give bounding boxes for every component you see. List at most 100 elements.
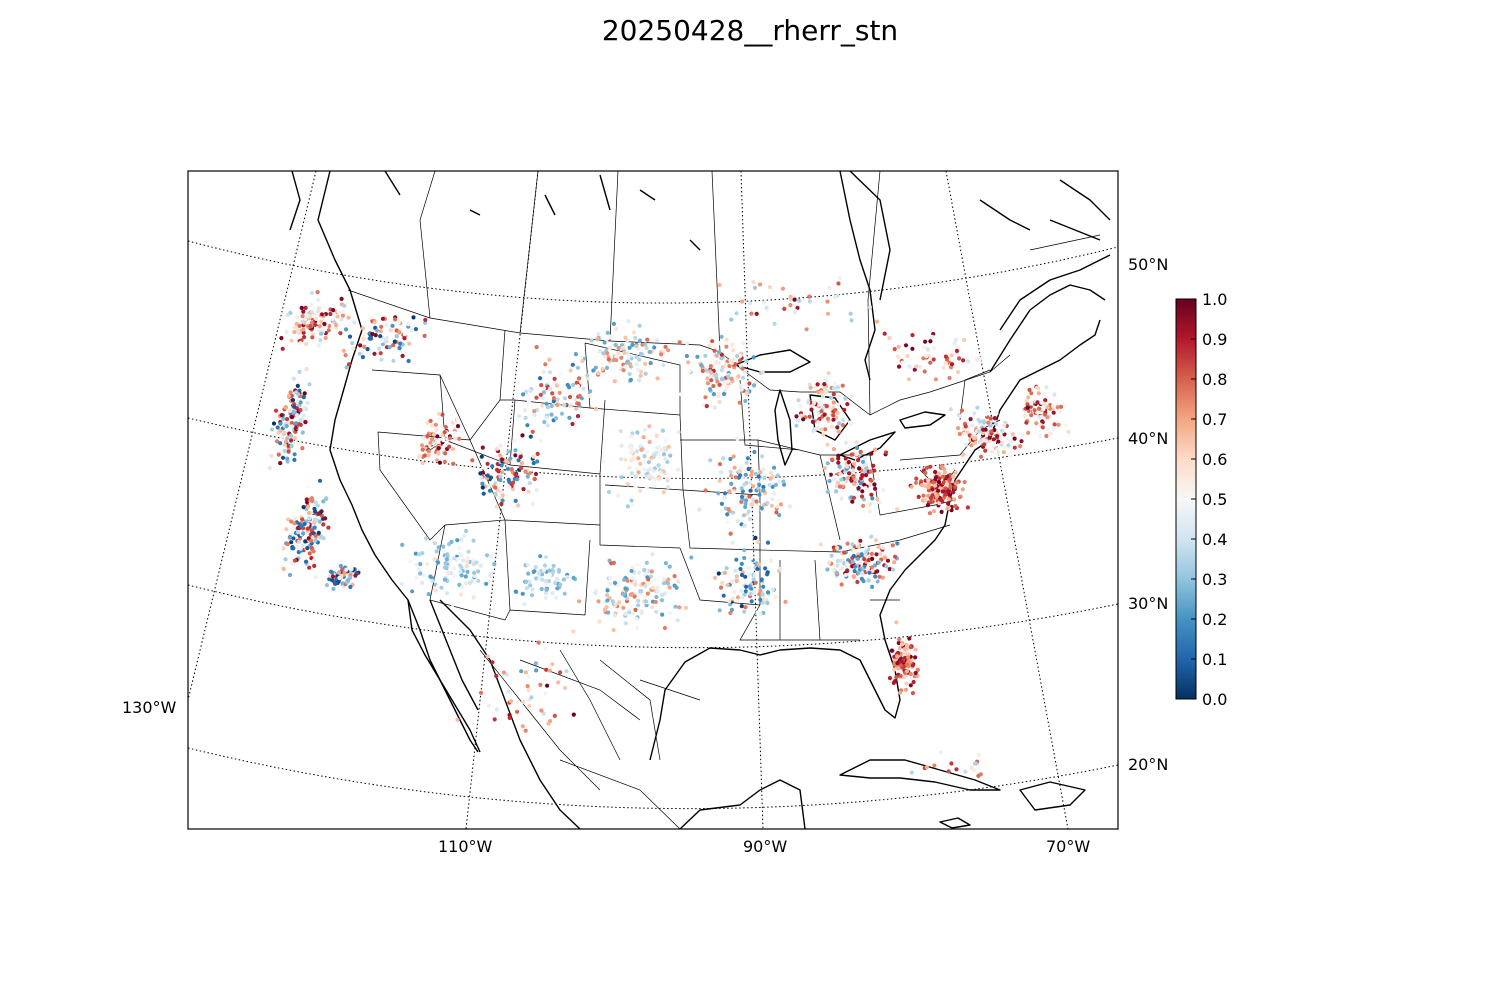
station-point [573, 352, 579, 357]
station-point [831, 417, 836, 422]
station-point [850, 542, 855, 547]
station-point [775, 504, 780, 509]
station-point [305, 313, 310, 318]
station-point [316, 511, 321, 516]
station-point [397, 330, 402, 335]
station-point [834, 483, 839, 489]
station-point [825, 461, 830, 466]
station-point [627, 610, 632, 615]
station-point [554, 595, 559, 600]
station-point [637, 357, 642, 362]
station-point [515, 477, 520, 482]
station-point [738, 383, 743, 388]
station-point [528, 434, 533, 439]
station-point [973, 441, 978, 446]
station-point [822, 382, 827, 387]
station-point [903, 343, 909, 348]
station-point [341, 348, 346, 353]
station-point [795, 418, 801, 423]
station-point [563, 685, 568, 691]
station-point [855, 445, 860, 450]
station-point [523, 415, 528, 421]
station-point [910, 333, 915, 338]
station-point [539, 586, 544, 592]
station-point [902, 646, 908, 652]
station-point [379, 324, 384, 329]
station-point [898, 673, 903, 679]
station-point [850, 499, 855, 504]
station-point [895, 506, 900, 512]
station-point [1008, 452, 1013, 457]
station-point [499, 501, 504, 507]
station-point [835, 563, 840, 568]
station-point [1002, 423, 1007, 428]
station-point [292, 404, 297, 409]
station-point [281, 432, 287, 437]
station-point [543, 646, 548, 651]
station-point [835, 425, 840, 430]
station-point [285, 417, 290, 422]
station-point [1040, 419, 1045, 424]
station-point [721, 593, 726, 598]
station-point [890, 648, 895, 653]
station-point [774, 510, 779, 515]
station-point [996, 451, 1001, 456]
station-point [816, 420, 821, 425]
station-point [895, 654, 900, 659]
station-point [618, 456, 624, 462]
station-point [665, 581, 671, 586]
station-point [763, 566, 768, 571]
station-point [677, 340, 682, 345]
station-point [529, 695, 534, 700]
station-point [568, 368, 573, 373]
station-point [1052, 392, 1057, 397]
station-point [939, 498, 944, 503]
station-point [623, 586, 628, 591]
station-point [314, 518, 319, 523]
station-point [525, 474, 530, 479]
station-point [298, 408, 303, 413]
station-point [863, 485, 868, 491]
station-point [649, 475, 654, 480]
station-point [289, 540, 294, 545]
station-point [500, 457, 505, 462]
station-point [625, 578, 630, 583]
station-point [310, 309, 315, 314]
station-point [534, 487, 539, 493]
station-point [540, 403, 545, 408]
station-point [400, 542, 405, 548]
station-point [1012, 445, 1017, 450]
station-point [443, 451, 448, 456]
station-point [657, 454, 662, 459]
station-point [689, 555, 694, 560]
station-point [676, 579, 681, 584]
station-point [472, 570, 477, 576]
station-point [471, 538, 476, 543]
colorbar-tick-label: 0.0 [1202, 690, 1227, 709]
station-point [643, 371, 648, 376]
station-point [618, 429, 624, 434]
station-point [434, 427, 439, 432]
station-point [284, 527, 289, 532]
station-point [947, 492, 952, 497]
station-point [912, 367, 917, 372]
station-point [290, 415, 295, 420]
station-point [542, 386, 547, 391]
station-point [711, 392, 717, 397]
station-point [951, 490, 956, 495]
station-point [501, 670, 506, 675]
station-point [562, 396, 568, 401]
station-point [290, 424, 295, 429]
station-point [515, 503, 521, 508]
station-point [295, 398, 300, 404]
station-point [278, 441, 283, 446]
station-point [839, 582, 844, 587]
station-point [538, 438, 543, 443]
station-point [824, 404, 829, 409]
station-point [298, 546, 303, 551]
station-point [425, 420, 430, 425]
station-point [530, 429, 535, 434]
station-point [471, 558, 476, 563]
station-point [636, 470, 641, 475]
station-point [545, 683, 550, 688]
